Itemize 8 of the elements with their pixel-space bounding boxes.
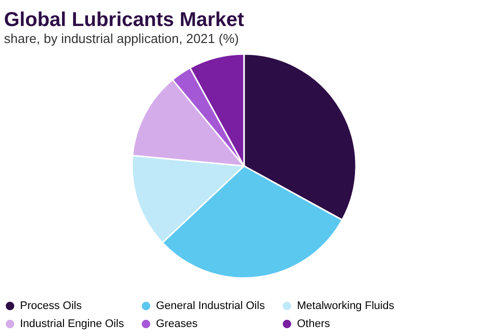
- legend-label: Metalworking Fluids: [297, 300, 395, 312]
- legend-label: Others: [297, 318, 331, 330]
- chart-subtitle: share, by industrial application, 2021 (%): [4, 31, 239, 46]
- legend-label: Process Oils: [20, 300, 82, 312]
- legend-label: Industrial Engine Oils: [20, 318, 124, 330]
- legend-label: General Industrial Oils: [156, 300, 266, 312]
- legend-label: Greases: [156, 318, 198, 330]
- chart-title: Global Lubricants Market: [4, 9, 244, 31]
